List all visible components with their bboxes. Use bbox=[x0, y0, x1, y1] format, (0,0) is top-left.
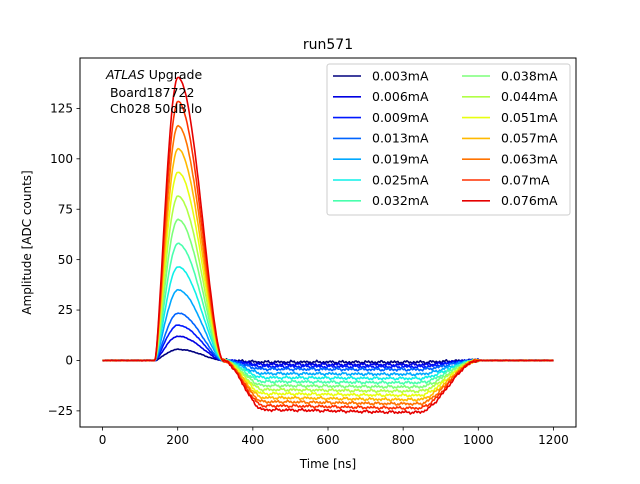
y-axis: −25 0 25 50 75 100 125 bbox=[48, 102, 80, 418]
y-axis-label: Amplitude [ADC counts] bbox=[20, 170, 34, 314]
atlas-annotation: ATLAS Upgrade Board187722 Ch028 50dB lo bbox=[105, 67, 202, 116]
legend-label: 0.003mA bbox=[372, 68, 429, 83]
legend-label: 0.032mA bbox=[372, 193, 429, 208]
legend-label: 0.025mA bbox=[372, 172, 429, 187]
legend-label: 0.009mA bbox=[372, 110, 429, 125]
legend-label: 0.07mA bbox=[501, 172, 550, 187]
y-tick-label: −25 bbox=[48, 404, 73, 418]
x-tick-label: 400 bbox=[241, 433, 264, 447]
annotation-channel: Ch028 50dB lo bbox=[106, 101, 202, 116]
y-tick-label: 125 bbox=[50, 102, 73, 116]
series-line bbox=[102, 76, 554, 415]
legend-label: 0.019mA bbox=[372, 152, 429, 167]
y-tick-label: 75 bbox=[58, 202, 73, 216]
legend-label: 0.051mA bbox=[501, 110, 558, 125]
legend-label: 0.006mA bbox=[372, 89, 429, 104]
series-layer bbox=[102, 76, 554, 415]
y-tick-label: 25 bbox=[58, 303, 73, 317]
x-axis-label: Time [ns] bbox=[299, 457, 356, 471]
legend-label: 0.057mA bbox=[501, 131, 558, 146]
x-tick-label: 1000 bbox=[463, 433, 494, 447]
chart-title: run571 bbox=[303, 37, 353, 53]
legend-label: 0.044mA bbox=[501, 89, 558, 104]
legend-label: 0.013mA bbox=[372, 131, 429, 146]
legend-label: 0.038mA bbox=[501, 68, 558, 83]
legend: 0.003mA 0.006mA 0.009mA 0.013mA 0.019mA 0.025… bbox=[326, 63, 571, 216]
x-axis: 0 200 400 600 800 1000 1200 bbox=[99, 427, 569, 447]
annotation-upgrade: Upgrade bbox=[145, 67, 203, 82]
annotation-board: Board187722 bbox=[106, 85, 194, 100]
legend-label: 0.076mA bbox=[501, 193, 558, 208]
legend-frame bbox=[326, 63, 571, 216]
legend-label: 0.063mA bbox=[501, 152, 558, 167]
svg-text:ATLAS Upgrade: ATLAS Upgrade bbox=[105, 67, 202, 82]
x-tick-label: 800 bbox=[392, 433, 415, 447]
y-tick-label: 50 bbox=[58, 253, 73, 267]
x-tick-label: 0 bbox=[99, 433, 107, 447]
x-tick-label: 1200 bbox=[538, 433, 569, 447]
y-tick-label: 100 bbox=[50, 152, 73, 166]
x-tick-label: 600 bbox=[317, 433, 340, 447]
x-tick-label: 200 bbox=[166, 433, 189, 447]
y-tick-label: 0 bbox=[65, 354, 73, 368]
annotation-atlas: ATLAS bbox=[105, 67, 145, 82]
